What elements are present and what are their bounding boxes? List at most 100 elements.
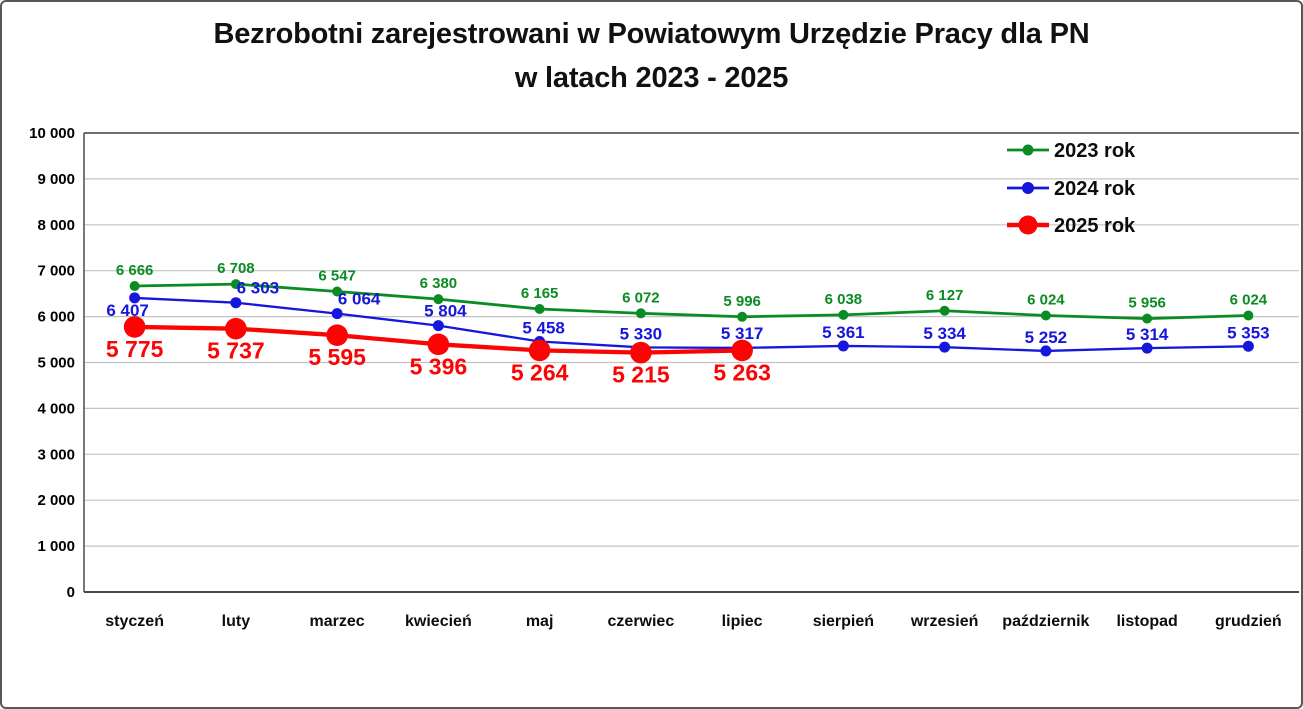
data-label: 5 314 [1126,325,1169,344]
y-tick-label: 10 000 [29,125,75,142]
data-label: 5 595 [308,344,366,370]
data-point [635,308,646,319]
legend-item-2024-rok: 2024 rok [1007,178,1136,200]
legend-marker-dot [1022,144,1034,156]
data-point [230,279,241,290]
series-line [134,282,1249,321]
data-point [1141,342,1153,354]
data-point [433,294,444,305]
data-point [939,305,950,316]
data-point [129,292,141,304]
data-point [230,297,242,309]
data-point [332,286,343,297]
data-point [1040,310,1051,321]
data-label: 5 353 [1227,323,1270,342]
data-label: 5 361 [822,323,865,342]
data-point [331,308,343,320]
legend: 2023 rok 2024 rok 2025 rok [1007,140,1136,237]
data-point [1243,310,1254,321]
y-tick-label: 4 000 [37,400,75,417]
series-2023-rok: 6 666 6 708 6 547 6 380 6 165 6 072 5 996 6 038… [116,260,1268,324]
data-label: 5 252 [1025,328,1068,347]
chart-title-line1: Bezrobotni zarejestrowani w Powiatowym U… [213,18,1090,50]
data-label: 5 263 [713,359,771,385]
data-point [1142,313,1153,324]
legend-marker-dot [1022,182,1034,194]
data-point [939,341,951,353]
x-tick-label: maj [526,613,554,630]
data-point [528,339,551,362]
y-tick-label: 3 000 [37,446,75,463]
data-label: 6 708 [217,260,255,277]
chart-title-line2: w latach 2023 - 2025 [514,62,789,94]
data-point [838,309,849,320]
data-label: 6 024 [1230,291,1268,308]
y-tick-label: 5 000 [37,355,75,372]
data-label: 5 264 [511,359,569,385]
x-tick-label: czerwiec [608,613,675,630]
data-label: 5 330 [620,324,663,343]
data-point [630,341,652,364]
x-tick-label: listopad [1116,613,1177,630]
data-point [427,333,450,356]
series-line [134,296,1249,353]
data-label: 6 072 [622,289,660,306]
data-label: 6 303 [237,279,280,298]
x-tick-label: kwiecień [405,613,472,630]
data-point [534,304,545,315]
data-label: 6 380 [420,275,458,292]
chart-title: Bezrobotni zarejestrowani w Powiatowym U… [2,12,1301,100]
y-tick-label: 8 000 [37,217,75,234]
data-point [731,339,753,362]
data-label: 5 458 [522,318,565,337]
data-label: 5 215 [612,362,670,388]
data-point [123,316,146,338]
series-2024-rok: 6 407 6 303 6 064 5 804 5 458 5 330 5 317 5 361… [106,279,1270,357]
data-label: 5 317 [721,324,764,343]
data-point [432,320,444,332]
x-tick-label: październik [1002,613,1089,630]
x-tick-label: sierpień [813,613,874,630]
data-label: 5 737 [207,338,265,364]
data-point [225,317,247,340]
y-tick-label: 6 000 [37,309,75,326]
data-label: 6 165 [521,285,559,302]
data-label: 5 996 [723,293,761,310]
data-label: 6 038 [825,291,863,308]
x-tick-label: styczeń [105,613,164,630]
data-label: 6 407 [106,301,149,320]
x-tick-label: wrzesień [910,613,979,630]
data-point [1242,340,1254,352]
legend-label: 2023 rok [1054,140,1136,162]
data-point [129,281,140,292]
legend-item-2023-rok: 2023 rok [1007,140,1136,162]
data-label: 6 666 [116,262,154,279]
legend-item-2025-rok: 2025 rok [1007,215,1136,237]
data-label: 5 804 [424,302,467,321]
data-point [1040,345,1052,357]
data-point [837,340,849,352]
y-tick-label: 9 000 [37,171,75,188]
y-tick-label: 2 000 [37,492,75,509]
data-label: 5 956 [1128,295,1166,312]
data-label: 5 334 [923,324,966,343]
y-tick-label: 0 [67,584,75,601]
x-tick-label: lipiec [722,613,763,630]
legend-label: 2025 rok [1054,215,1136,237]
data-label: 6 127 [926,287,964,304]
x-tick-label: marzec [310,613,365,630]
data-label: 6 064 [338,290,381,309]
x-tick-label: grudzień [1215,613,1282,630]
data-label: 6 024 [1027,291,1065,308]
y-tick-label: 1 000 [37,538,75,555]
legend-label: 2024 rok [1054,178,1136,200]
x-tick-label: luty [222,613,251,630]
data-label: 5 775 [106,336,164,362]
legend-marker-dot [1018,215,1038,235]
data-point [326,324,348,346]
data-label: 6 547 [318,267,356,284]
data-point [737,311,748,322]
series-2025-rok: 5 775 5 737 5 595 5 396 5 264 5 215 5 263 [106,316,771,388]
